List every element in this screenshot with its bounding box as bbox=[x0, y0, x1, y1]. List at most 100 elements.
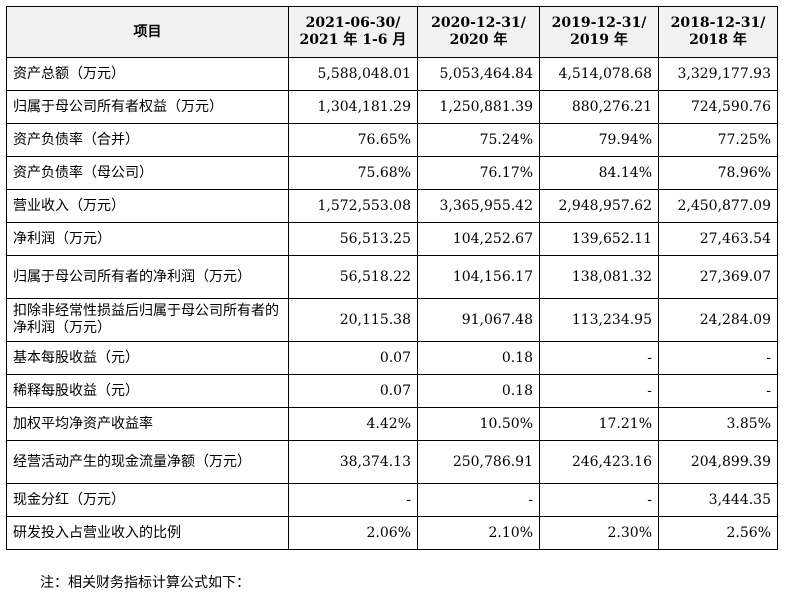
cell-value: 76.17% bbox=[417, 156, 540, 190]
table-row: 资产负债率（母公司） 75.68% 76.17% 84.14% 78.96% bbox=[6, 156, 778, 190]
cell-value: 2,948,957.62 bbox=[539, 189, 659, 223]
row-label: 扣除非经常性损益后归属于母公司所有者的净利润（万元） bbox=[6, 298, 289, 342]
header-period-line2: 2021 年 1-6 月 bbox=[299, 32, 407, 48]
table-row: 研发投入占营业收入的比例 2.06% 2.10% 2.30% 2.56% bbox=[6, 516, 778, 550]
cell-value: 79.94% bbox=[539, 123, 659, 157]
table-row: 归属于母公司所有者的净利润（万元） 56,518.22 104,156.17 1… bbox=[6, 255, 778, 299]
row-label: 营业收入（万元） bbox=[6, 189, 289, 223]
cell-value: 0.07 bbox=[288, 374, 418, 408]
header-period: 2018-12-31/2018 年 bbox=[658, 6, 778, 58]
row-label: 基本每股收益（元） bbox=[6, 341, 289, 375]
table-row: 经营活动产生的现金流量净额（万元） 38,374.13 250,786.91 2… bbox=[6, 440, 778, 484]
cell-value: 5,053,464.84 bbox=[417, 57, 540, 91]
cell-value: 1,572,553.08 bbox=[288, 189, 418, 223]
row-label: 稀释每股收益（元） bbox=[6, 374, 289, 408]
cell-value: - bbox=[539, 341, 659, 375]
cell-value: 10.50% bbox=[417, 407, 540, 441]
cell-value: 2,450,877.09 bbox=[658, 189, 778, 223]
cell-value: - bbox=[417, 483, 540, 517]
row-label: 净利润（万元） bbox=[6, 222, 289, 256]
row-label: 归属于母公司所有者的净利润（万元） bbox=[6, 255, 289, 299]
cell-value: 2.56% bbox=[658, 516, 778, 550]
cell-value: 4,514,078.68 bbox=[539, 57, 659, 91]
cell-value: 246,423.16 bbox=[539, 440, 659, 484]
cell-value: 250,786.91 bbox=[417, 440, 540, 484]
cell-value: 56,518.22 bbox=[288, 255, 418, 299]
cell-value: 27,463.54 bbox=[658, 222, 778, 256]
header-period-line1: 2019-12-31/ bbox=[551, 15, 647, 31]
cell-value: 84.14% bbox=[539, 156, 659, 190]
cell-value: 24,284.09 bbox=[658, 298, 778, 342]
cell-value: 75.68% bbox=[288, 156, 418, 190]
cell-value: 2.06% bbox=[288, 516, 418, 550]
row-label: 研发投入占营业收入的比例 bbox=[6, 516, 289, 550]
row-label: 现金分红（万元） bbox=[6, 483, 289, 517]
cell-value: 104,252.67 bbox=[417, 222, 540, 256]
cell-value: 3.85% bbox=[658, 407, 778, 441]
cell-value: 724,590.76 bbox=[658, 90, 778, 124]
cell-value: 2.30% bbox=[539, 516, 659, 550]
cell-value: 0.18 bbox=[417, 374, 540, 408]
table-row: 营业收入（万元） 1,572,553.08 3,365,955.42 2,948… bbox=[6, 189, 778, 223]
cell-value: 3,365,955.42 bbox=[417, 189, 540, 223]
table-row: 现金分红（万元） - - - 3,444.35 bbox=[6, 483, 778, 517]
cell-value: - bbox=[539, 374, 659, 408]
table-row: 扣除非经常性损益后归属于母公司所有者的净利润（万元） 20,115.38 91,… bbox=[6, 298, 778, 342]
cell-value: 1,250,881.39 bbox=[417, 90, 540, 124]
row-label: 归属于母公司所有者权益（万元） bbox=[6, 90, 289, 124]
cell-value: 75.24% bbox=[417, 123, 540, 157]
cell-value: 0.18 bbox=[417, 341, 540, 375]
header-period-line1: 2021-06-30/ bbox=[305, 15, 401, 31]
header-row: 项目 2021-06-30/2021 年 1-6 月 2020-12-31/20… bbox=[6, 6, 778, 58]
cell-value: - bbox=[288, 483, 418, 517]
cell-value: 1,304,181.29 bbox=[288, 90, 418, 124]
header-item: 项目 bbox=[6, 6, 289, 58]
row-label: 资产负债率（合并） bbox=[6, 123, 289, 157]
header-period-line1: 2018-12-31/ bbox=[670, 15, 766, 31]
header-period: 2019-12-31/2019 年 bbox=[539, 6, 659, 58]
cell-value: 77.25% bbox=[658, 123, 778, 157]
cell-value: 3,329,177.93 bbox=[658, 57, 778, 91]
cell-value: 5,588,048.01 bbox=[288, 57, 418, 91]
table-row: 净利润（万元） 56,513.25 104,252.67 139,652.11 … bbox=[6, 222, 778, 256]
cell-value: - bbox=[539, 483, 659, 517]
cell-value: - bbox=[658, 341, 778, 375]
cell-value: 138,081.32 bbox=[539, 255, 659, 299]
header-period: 2020-12-31/2020 年 bbox=[417, 6, 540, 58]
row-label: 经营活动产生的现金流量净额（万元） bbox=[6, 440, 289, 484]
table-row: 资产总额（万元） 5,588,048.01 5,053,464.84 4,514… bbox=[6, 57, 778, 91]
table-row: 基本每股收益（元） 0.07 0.18 - - bbox=[6, 341, 778, 375]
footnote: 注：相关财务指标计算公式如下： bbox=[40, 575, 250, 591]
cell-value: 56,513.25 bbox=[288, 222, 418, 256]
financial-data-table: 项目 2021-06-30/2021 年 1-6 月 2020-12-31/20… bbox=[6, 6, 778, 550]
cell-value: 0.07 bbox=[288, 341, 418, 375]
cell-value: 20,115.38 bbox=[288, 298, 418, 342]
header-period-line2: 2020 年 bbox=[449, 32, 508, 48]
cell-value: 17.21% bbox=[539, 407, 659, 441]
cell-value: 113,234.95 bbox=[539, 298, 659, 342]
header-period-line1: 2020-12-31/ bbox=[431, 15, 526, 31]
header-period-line2: 2019 年 bbox=[570, 32, 628, 48]
cell-value: - bbox=[658, 374, 778, 408]
cell-value: 139,652.11 bbox=[539, 222, 659, 256]
row-label: 资产总额（万元） bbox=[6, 57, 289, 91]
cell-value: 204,899.39 bbox=[658, 440, 778, 484]
table-row: 加权平均净资产收益率 4.42% 10.50% 17.21% 3.85% bbox=[6, 407, 778, 441]
cell-value: 78.96% bbox=[658, 156, 778, 190]
table-row: 稀释每股收益（元） 0.07 0.18 - - bbox=[6, 374, 778, 408]
cell-value: 38,374.13 bbox=[288, 440, 418, 484]
table-row: 归属于母公司所有者权益（万元） 1,304,181.29 1,250,881.3… bbox=[6, 90, 778, 124]
cell-value: 880,276.21 bbox=[539, 90, 659, 124]
cell-value: 104,156.17 bbox=[417, 255, 540, 299]
header-period-line2: 2018 年 bbox=[689, 32, 747, 48]
cell-value: 3,444.35 bbox=[658, 483, 778, 517]
row-label: 资产负债率（母公司） bbox=[6, 156, 289, 190]
cell-value: 4.42% bbox=[288, 407, 418, 441]
table-row: 资产负债率（合并） 76.65% 75.24% 79.94% 77.25% bbox=[6, 123, 778, 157]
cell-value: 2.10% bbox=[417, 516, 540, 550]
cell-value: 91,067.48 bbox=[417, 298, 540, 342]
cell-value: 27,369.07 bbox=[658, 255, 778, 299]
row-label: 加权平均净资产收益率 bbox=[6, 407, 289, 441]
header-period: 2021-06-30/2021 年 1-6 月 bbox=[288, 6, 418, 58]
cell-value: 76.65% bbox=[288, 123, 418, 157]
